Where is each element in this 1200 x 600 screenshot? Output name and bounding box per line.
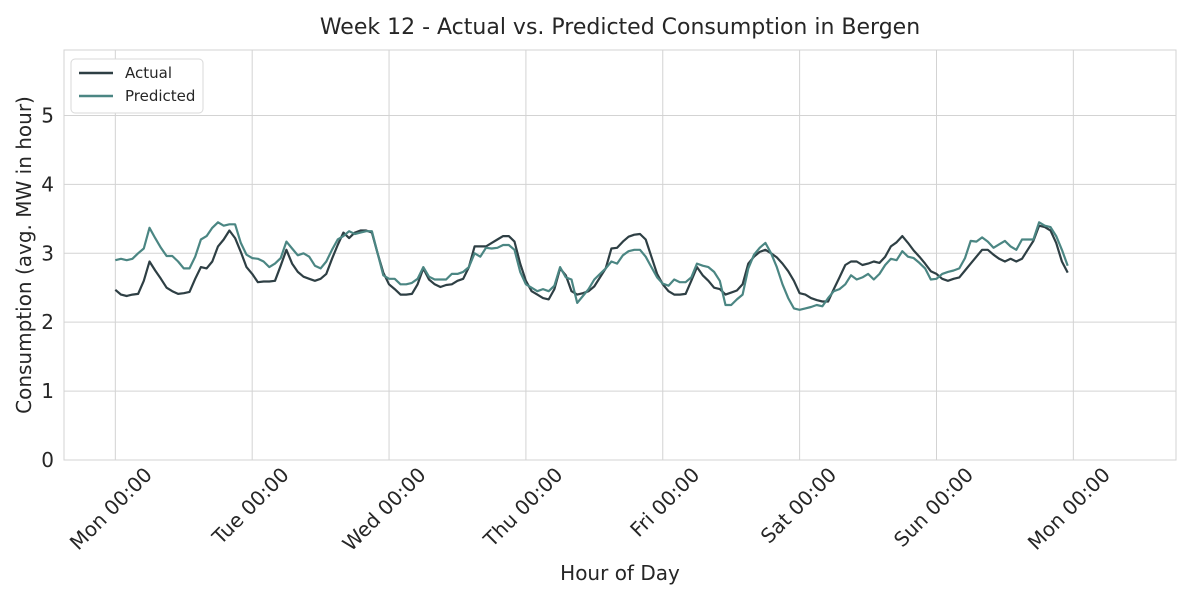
plot-frame	[63, 49, 1177, 461]
y-axis-label: Consumption (avg. MW in hour)	[12, 96, 36, 414]
y-tick-label: 0	[41, 448, 54, 472]
legend-label-predicted: Predicted	[125, 87, 195, 105]
series-line-actual	[114, 224, 1069, 303]
legend-label-actual: Actual	[125, 64, 172, 82]
series-line-predicted	[115, 221, 1069, 311]
x-axis-label: Hour of Day	[560, 561, 680, 585]
y-tick-label: 1	[41, 379, 54, 403]
y-tick-label: 2	[41, 310, 54, 334]
chart-title: Week 12 - Actual vs. Predicted Consumpti…	[320, 15, 920, 40]
y-tick-label: 3	[41, 241, 54, 265]
y-tick-label: 4	[41, 172, 54, 196]
y-tick-label: 5	[41, 103, 54, 127]
